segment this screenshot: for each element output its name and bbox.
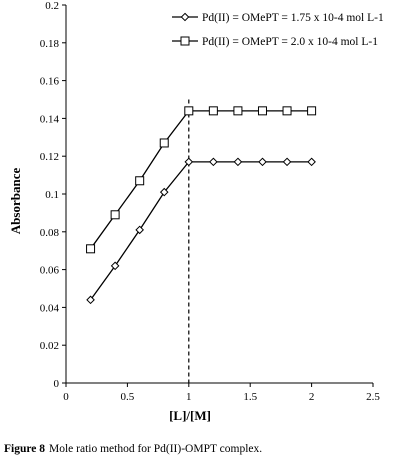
diamond-point bbox=[184, 157, 194, 167]
diamond-point bbox=[135, 225, 144, 235]
y-tick-label: 0 bbox=[54, 378, 60, 390]
square-point bbox=[257, 106, 267, 116]
y-tick-label: 0.18 bbox=[40, 38, 60, 50]
legend: Pd(II) = OMePT = 1.75 x 10-4 mol L-1 Pd(I… bbox=[172, 12, 384, 48]
series-line bbox=[90, 161, 312, 301]
x-tick-label: 0.5 bbox=[121, 391, 135, 403]
y-tick-label: 0.2 bbox=[45, 0, 59, 12]
series-diamond bbox=[86, 157, 316, 305]
legend-label: Pd(II) = OMePT = 1.75 x 10-4 mol L-1 bbox=[202, 12, 384, 24]
diamond-point bbox=[307, 157, 316, 167]
x-tick-label: 2.5 bbox=[366, 391, 380, 403]
square-point bbox=[307, 106, 317, 116]
square-point bbox=[233, 106, 243, 116]
square-point bbox=[110, 210, 120, 220]
x-tick-label: 1 bbox=[186, 391, 192, 403]
diamond-point bbox=[233, 157, 243, 167]
legend-diamond-marker bbox=[180, 12, 190, 22]
mole-ratio-chart: 0 0.02 0.04 0.06 0.08 0.1 0.12 0.14 0.16 0.18 0.2 0… bbox=[8, 0, 384, 423]
x-tick-label: 0 bbox=[63, 391, 69, 403]
y-tick-label: 0.1 bbox=[45, 189, 59, 201]
diamond-point bbox=[209, 157, 218, 167]
y-tick-label: 0.02 bbox=[40, 340, 59, 352]
legend-square-marker bbox=[180, 36, 190, 46]
caption-text: Mole ratio method for Pd(II)-OMPT comple… bbox=[49, 443, 263, 455]
y-axis-title: Absorbance bbox=[8, 168, 23, 235]
y-tick-label: 0.14 bbox=[40, 113, 60, 125]
x-tick-label: 1.5 bbox=[243, 391, 257, 403]
square-point bbox=[282, 106, 292, 116]
axes: 0 0.02 0.04 0.06 0.08 0.1 0.12 0.14 0.16 0.18 0.2 0… bbox=[40, 0, 381, 403]
diamond-point bbox=[110, 261, 120, 271]
series-layer bbox=[86, 106, 317, 305]
y-tick-label: 0.08 bbox=[40, 227, 60, 239]
series-line bbox=[90, 110, 312, 250]
legend-label: Pd(II) = OMePT = 2.0 x 10-4 mol L-1 bbox=[202, 36, 378, 48]
y-tick-label: 0.12 bbox=[40, 151, 59, 163]
diamond-point bbox=[282, 157, 292, 167]
y-tick-label: 0.04 bbox=[40, 302, 60, 314]
square-point bbox=[159, 138, 169, 148]
square-point bbox=[135, 176, 145, 186]
x-axis-title: [L]/[M] bbox=[169, 408, 211, 423]
caption-label: Figure 8 bbox=[4, 443, 45, 455]
diamond-point bbox=[159, 187, 169, 197]
x-tick-label: 2 bbox=[309, 391, 315, 403]
y-tick-label: 0.06 bbox=[40, 265, 60, 277]
diamond-point bbox=[86, 295, 95, 305]
y-tick-label: 0.16 bbox=[40, 76, 60, 88]
figure-caption: Figure 8 Mole ratio method for Pd(II)-OMP… bbox=[4, 443, 262, 455]
series-square bbox=[86, 106, 317, 254]
diamond-point bbox=[258, 157, 267, 167]
square-point bbox=[86, 244, 96, 254]
square-point bbox=[208, 106, 218, 116]
square-point bbox=[184, 106, 194, 116]
chart: 0 0.02 0.04 0.06 0.08 0.1 0.12 0.14 0.16 0.18 0.2 0… bbox=[8, 0, 384, 423]
